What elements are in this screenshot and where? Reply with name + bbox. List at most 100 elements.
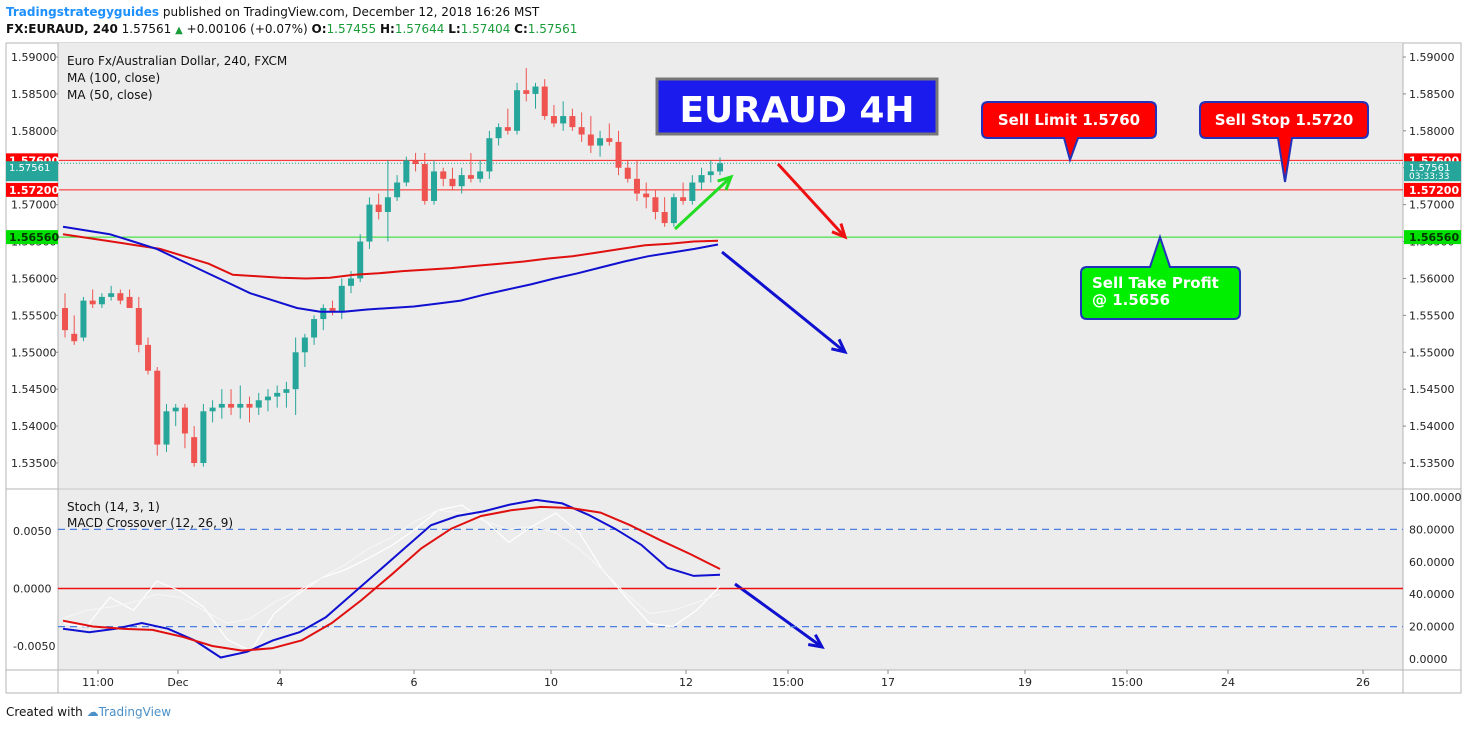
candle-body xyxy=(421,164,428,201)
candle-body xyxy=(71,333,78,342)
level-tag-left xyxy=(6,182,58,197)
candle-body xyxy=(606,138,613,142)
ma100-line xyxy=(62,233,719,280)
right-price-tick: 1.55000 xyxy=(1409,346,1455,359)
left-price-tick: 1.58500 xyxy=(11,88,57,101)
candle-body xyxy=(670,197,677,224)
high-label: H: xyxy=(379,22,395,36)
open-value: 1.57455 xyxy=(326,22,377,36)
level-tag-right-text: 1.57200 xyxy=(1409,184,1459,197)
candle-body xyxy=(218,403,225,408)
stoch-tick: 0.0000 xyxy=(1409,653,1448,666)
left-price-tick: 1.54500 xyxy=(11,383,57,396)
candle-body xyxy=(126,296,133,308)
stoch-k-line xyxy=(62,504,721,652)
candle-body xyxy=(347,278,354,286)
time-tick: 26 xyxy=(1356,676,1370,689)
last-price: 1.57561 xyxy=(121,22,172,36)
candle-body xyxy=(117,293,124,301)
left-price-tick: 1.53500 xyxy=(11,457,57,470)
time-tick: 4 xyxy=(277,676,284,689)
author-link[interactable]: Tradingstrategyguides xyxy=(6,5,160,19)
left-price-tick: 1.59000 xyxy=(11,51,57,64)
macd-tick: -0.0050 xyxy=(13,640,55,653)
published-text: published on TradingView.com, December 1… xyxy=(162,5,540,19)
tradingview-link[interactable]: TradingView xyxy=(98,705,172,719)
candle-body xyxy=(532,86,539,94)
left-price-tick: 1.57000 xyxy=(11,199,57,212)
candle-body xyxy=(486,138,493,172)
candle-body xyxy=(191,437,198,463)
right-price-tick: 1.55500 xyxy=(1409,309,1455,322)
candle-body xyxy=(154,370,161,445)
candle-body xyxy=(477,171,484,179)
last-price-tag-left-text: 1.57561 xyxy=(9,163,50,174)
low-value: 1.57404 xyxy=(460,22,511,36)
candle-body xyxy=(228,403,235,408)
left-price-tick: 1.55000 xyxy=(11,346,57,359)
candle-body xyxy=(467,175,474,179)
blue-down-arrow-icon-head xyxy=(831,338,848,355)
time-tick: 12 xyxy=(679,676,693,689)
candle-body xyxy=(62,307,68,331)
level-tag-left-text: 1.57200 xyxy=(9,184,59,197)
stoch-tick: 100.0000 xyxy=(1409,491,1462,504)
candle-body xyxy=(283,389,290,393)
candle-body xyxy=(98,296,105,305)
red-down-arrow-icon xyxy=(776,162,847,239)
candle-body xyxy=(366,204,373,242)
take-profit-callout xyxy=(1080,233,1241,320)
last-price-tag-right xyxy=(1404,161,1461,182)
legend-macd: MACD Crossover (12, 26, 9) xyxy=(67,516,233,530)
candle-body xyxy=(172,407,179,412)
price-change: +0.00106 (+0.07%) xyxy=(186,22,308,36)
candle-body xyxy=(633,178,640,194)
level-tag-right xyxy=(1404,182,1461,197)
left-price-tick: 1.56000 xyxy=(11,272,57,285)
sell-stop-text: Sell Stop 1.5720 xyxy=(1215,111,1354,129)
up-arrow-icon: ▲ xyxy=(175,25,183,36)
candle-body xyxy=(458,175,465,187)
candle-body xyxy=(209,407,216,412)
candle-body xyxy=(449,178,456,187)
candle-body xyxy=(523,90,530,94)
macd-tick: 0.0000 xyxy=(13,583,52,596)
candle-body xyxy=(615,141,622,168)
level-tag-right xyxy=(1404,230,1461,245)
sell-limit-text: Sell Limit 1.5760 xyxy=(998,111,1140,129)
candle-body xyxy=(274,392,281,397)
time-tick: 15:00 xyxy=(1111,676,1143,689)
red-down-arrow-icon-head xyxy=(831,223,848,240)
open-label: O: xyxy=(311,22,327,36)
candle-body xyxy=(403,160,410,183)
candle-body xyxy=(108,293,115,297)
candle-body xyxy=(394,182,401,198)
close-value: 1.57561 xyxy=(527,22,578,36)
green-up-arrow-icon-head xyxy=(717,174,734,191)
blue-down-arrow-icon xyxy=(721,250,846,354)
stoch-d-line xyxy=(62,509,721,624)
candle-body xyxy=(504,127,511,131)
macd-tick: 0.0050 xyxy=(13,525,52,538)
legend-ma100: MA (100, close) xyxy=(67,71,160,85)
candle-body xyxy=(181,407,188,434)
take-profit-text-1: Sell Take Profit xyxy=(1092,274,1219,292)
candle-body xyxy=(495,127,502,139)
level-tag-right-text: 1.56560 xyxy=(1409,231,1459,244)
candle-body xyxy=(80,300,87,338)
last-price-tag-left xyxy=(6,161,58,182)
level-tag-left-text: 1.56560 xyxy=(9,231,59,244)
right-price-tick: 1.58500 xyxy=(1409,88,1455,101)
candle-body xyxy=(707,171,714,176)
close-label: C: xyxy=(514,22,528,36)
candle-body xyxy=(255,400,262,408)
candle-body xyxy=(560,116,567,124)
sell-limit-callout xyxy=(981,101,1157,164)
candle-body xyxy=(717,163,723,172)
macd-down-arrow-icon xyxy=(734,582,823,649)
symbol-name: FX:EURAUD, 240 xyxy=(6,22,118,36)
stoch-tick: 20.0000 xyxy=(1409,621,1455,634)
candle-body xyxy=(550,116,557,124)
candle-body xyxy=(264,396,271,401)
